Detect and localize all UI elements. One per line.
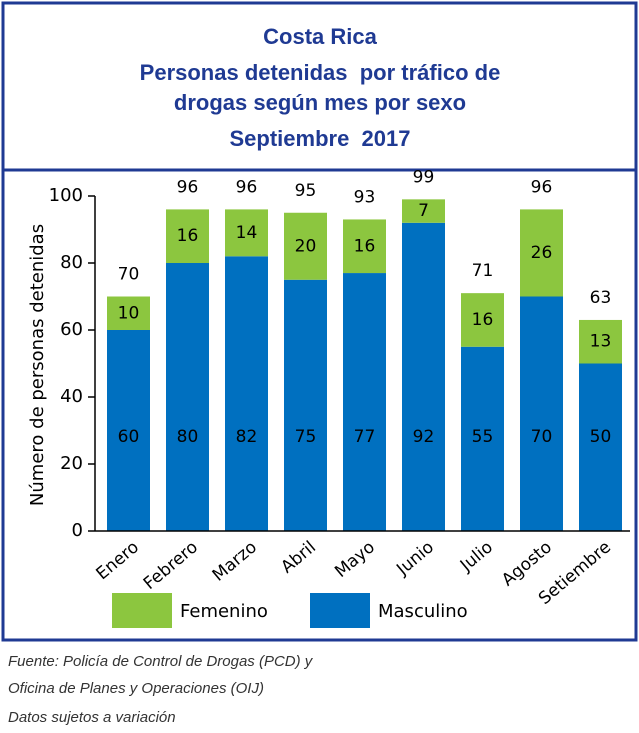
bar-segment — [343, 219, 386, 274]
bar-segment — [520, 296, 563, 531]
y-axis-label: Número de personas detenidas — [27, 224, 48, 506]
total-label: 70 — [118, 265, 140, 285]
total-label: 96 — [531, 177, 553, 197]
bar-segment — [579, 363, 622, 531]
value-label: 55 — [472, 427, 494, 447]
y-tick-label: 100 — [49, 185, 83, 206]
y-tick-label: 80 — [60, 252, 83, 273]
bar-segment — [166, 209, 209, 263]
value-label: 70 — [531, 427, 553, 447]
y-tick-label: 60 — [60, 319, 83, 340]
value-label: 10 — [118, 303, 140, 323]
note: Fuente: Policía de Control de Drogas (PC… — [8, 653, 314, 670]
bar-segment — [520, 209, 563, 297]
bar-segment — [225, 256, 268, 531]
total-label: 93 — [354, 187, 376, 207]
value-label: 20 — [295, 236, 317, 256]
chart-title: Costa Rica — [263, 24, 377, 49]
value-label: 13 — [590, 332, 612, 352]
value-label: 82 — [236, 427, 258, 447]
note: Oficina de Planes y Operaciones (OIJ) — [8, 680, 264, 697]
value-label: 16 — [177, 226, 199, 246]
y-tick-label: 0 — [72, 520, 83, 541]
legend-label: Masculino — [378, 601, 468, 622]
total-label: 71 — [472, 261, 494, 281]
bar-segment — [166, 263, 209, 531]
x-tick-label: Febrero — [140, 537, 202, 594]
value-label: 60 — [118, 427, 140, 447]
chart-title: Personas detenidas por tráfico de — [140, 60, 501, 85]
total-label: 96 — [236, 177, 258, 197]
chart-title: Septiembre 2017 — [230, 126, 411, 151]
total-label: 63 — [590, 288, 612, 308]
bar-segment — [284, 279, 327, 531]
x-tick-label: Abril — [277, 537, 320, 577]
bar-segment — [225, 209, 268, 257]
bar-segment — [107, 296, 150, 330]
total-label: 95 — [295, 181, 317, 201]
bar-segment — [402, 222, 445, 532]
value-label: 14 — [236, 223, 258, 243]
value-label: 80 — [177, 427, 199, 447]
bar-segment — [461, 293, 504, 347]
bar-segment — [579, 319, 622, 364]
total-label: 96 — [177, 177, 199, 197]
bar-segment — [107, 330, 150, 531]
chart-title: drogas según mes por sexo — [174, 90, 466, 115]
bar-segment — [461, 346, 504, 531]
value-label: 75 — [295, 427, 317, 447]
value-label: 77 — [354, 427, 376, 447]
bar-segment — [402, 199, 445, 223]
y-tick-label: 40 — [60, 386, 83, 407]
x-tick-label: Julio — [456, 537, 497, 576]
x-tick-label: Marzo — [209, 537, 261, 585]
value-label: 16 — [354, 236, 376, 256]
x-tick-label: Enero — [93, 537, 143, 584]
total-label: 99 — [413, 167, 435, 187]
legend-swatch — [112, 593, 172, 628]
bar-segment — [284, 212, 327, 280]
note: Datos sujetos a variación — [8, 709, 176, 726]
value-label: 26 — [531, 243, 553, 263]
y-tick-label: 20 — [60, 453, 83, 474]
x-tick-label: Mayo — [331, 537, 379, 582]
value-label: 16 — [472, 310, 494, 330]
legend-label: Femenino — [180, 601, 268, 622]
value-label: 50 — [590, 427, 612, 447]
legend-swatch — [310, 593, 370, 628]
bar-segment — [343, 273, 386, 531]
frame — [1, 1, 638, 642]
x-tick-label: Junio — [392, 537, 438, 580]
value-label: 92 — [413, 427, 435, 447]
value-label: 7 — [418, 201, 429, 221]
